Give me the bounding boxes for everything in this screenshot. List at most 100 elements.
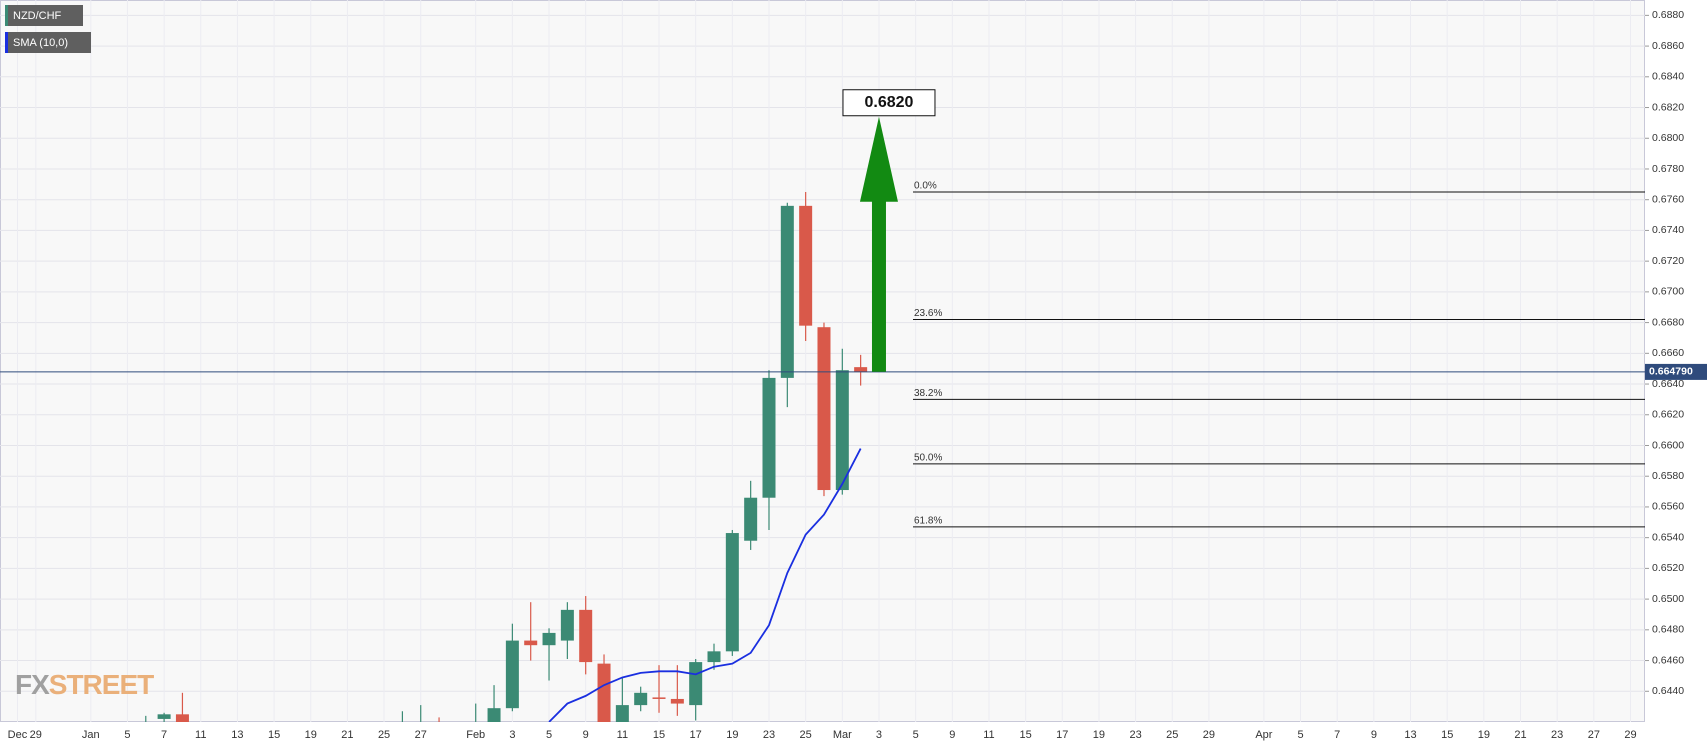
candle-body	[689, 662, 703, 706]
y-tick-label: 0.6620	[1652, 409, 1684, 421]
legend-swatch	[5, 5, 8, 26]
x-tick-label: 5	[124, 729, 130, 741]
candle-body	[157, 714, 171, 719]
x-tick-label: 21	[1514, 729, 1526, 741]
candle-body	[725, 533, 739, 652]
legend-box	[5, 5, 83, 26]
x-tick-label: 29	[1624, 729, 1636, 741]
candle-body	[835, 370, 849, 491]
x-tick-label: Jan	[82, 729, 100, 741]
candle-body	[652, 697, 666, 699]
x-tick-label: 3	[876, 729, 882, 741]
x-tick-label: 25	[378, 729, 390, 741]
y-tick-label: 0.6640	[1652, 378, 1684, 390]
candle-body	[615, 705, 629, 722]
candle-body	[505, 640, 519, 709]
y-tick-label: 0.6860	[1652, 40, 1684, 52]
x-tick-label: 5	[1298, 729, 1304, 741]
y-tick-label: 0.6780	[1652, 163, 1684, 175]
fib-label: 38.2%	[914, 388, 942, 399]
candle-body	[597, 663, 611, 722]
candle-body	[542, 632, 556, 646]
x-tick-label: 29	[30, 729, 42, 741]
x-tick-label: 5	[913, 729, 919, 741]
x-tick-label: 19	[305, 729, 317, 741]
candle-body	[487, 708, 501, 722]
target-box	[842, 89, 936, 117]
y-tick-label: 0.6500	[1652, 593, 1684, 605]
candle-body	[854, 367, 868, 372]
x-tick-label: 11	[617, 729, 628, 741]
y-tick-label: 0.6540	[1652, 531, 1684, 543]
x-tick-label: 15	[1441, 729, 1453, 741]
x-tick-label: Dec	[8, 729, 28, 741]
y-tick-label: 0.6820	[1652, 101, 1684, 113]
x-tick-label: 19	[726, 729, 738, 741]
y-tick-label: 0.6880	[1652, 9, 1684, 21]
current-price-tag	[1645, 363, 1707, 380]
x-tick-label: 17	[690, 729, 702, 741]
y-tick-label: 0.6560	[1652, 501, 1684, 513]
y-tick-label: 0.6800	[1652, 132, 1684, 144]
candle-body	[799, 205, 813, 326]
x-tick-label: 7	[161, 729, 167, 741]
x-tick-label: 21	[341, 729, 353, 741]
y-tick-label: 0.6580	[1652, 470, 1684, 482]
y-tick-label: 0.6660	[1652, 347, 1684, 359]
fib-label: 0.0%	[914, 181, 937, 192]
x-tick-label: 9	[583, 729, 589, 741]
candle-body	[780, 205, 794, 378]
x-tick-label: Apr	[1255, 729, 1272, 741]
y-tick-label: 0.6460	[1652, 654, 1684, 666]
x-tick-label: 17	[1056, 729, 1068, 741]
target-arrow	[859, 116, 898, 372]
y-tick-label: 0.6720	[1652, 255, 1684, 267]
legend-label: NZD/CHF	[13, 10, 62, 22]
candle-body	[524, 640, 538, 646]
x-tick-label: 23	[763, 729, 775, 741]
x-tick-label: 15	[1019, 729, 1031, 741]
x-tick-label: 9	[1371, 729, 1377, 741]
candle-body	[560, 609, 574, 641]
x-tick-label: 23	[1129, 729, 1141, 741]
x-tick-label: 27	[1588, 729, 1600, 741]
y-tick-label: 0.6740	[1652, 224, 1684, 236]
x-tick-label: 15	[653, 729, 665, 741]
sma-line	[548, 448, 862, 722]
target-label: 0.6820	[865, 94, 914, 111]
x-tick-label: 9	[949, 729, 955, 741]
candle-body	[433, 725, 446, 734]
x-tick-label: 13	[231, 729, 243, 741]
legend-swatch	[5, 32, 8, 53]
y-tick-label: 0.6680	[1652, 316, 1684, 328]
candle-body	[817, 327, 831, 491]
candle-body	[634, 692, 648, 706]
watermark-part: STREET	[49, 669, 154, 700]
x-tick-label: 25	[1166, 729, 1178, 741]
fib-label: 61.8%	[914, 516, 942, 527]
candle-body	[762, 377, 776, 498]
x-tick-label: 19	[1478, 729, 1490, 741]
y-tick-label: 0.6700	[1652, 286, 1684, 298]
x-tick-label: 27	[415, 729, 427, 741]
fib-label: 50.0%	[914, 453, 942, 464]
x-tick-label: Feb	[466, 729, 485, 741]
x-tick-label: 7	[1334, 729, 1340, 741]
y-tick-label: 0.6440	[1652, 685, 1684, 697]
x-tick-label: 25	[800, 729, 812, 741]
overlay: 0.664790 0.0% 23.6% 38.2% 50.0% 61.8% 0.6820 NZ…	[0, 5, 1707, 528]
y-tick-label: 0.6760	[1652, 193, 1684, 205]
x-tick-label: 11	[195, 729, 206, 741]
x-tick-label: 13	[1404, 729, 1416, 741]
x-tick-label: 15	[268, 729, 280, 741]
candle-body	[670, 698, 684, 704]
watermark-part: FX	[15, 669, 50, 700]
y-tick-label: 0.6600	[1652, 439, 1684, 451]
candle-body	[579, 609, 593, 663]
candle-body	[744, 497, 758, 541]
x-tick-label: 29	[1203, 729, 1215, 741]
x-tick-label: 19	[1093, 729, 1105, 741]
y-tick-label: 0.6480	[1652, 624, 1684, 636]
legend-label: SMA (10,0)	[13, 37, 68, 49]
